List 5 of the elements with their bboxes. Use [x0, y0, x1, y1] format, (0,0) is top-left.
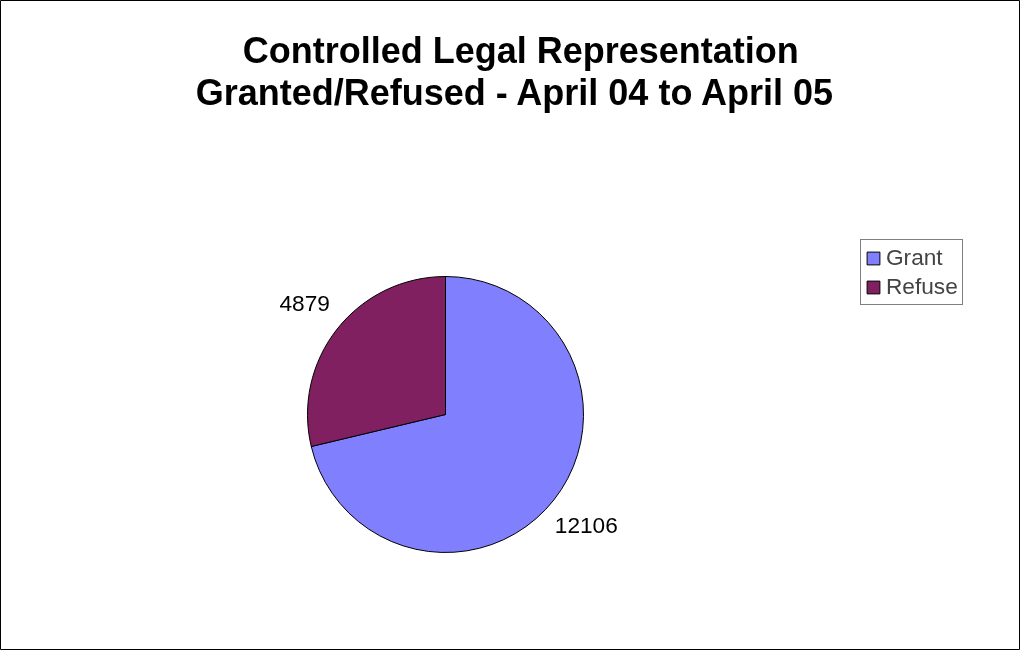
legend-label: Grant — [886, 244, 943, 271]
data-label: 12106 — [554, 512, 618, 539]
chart-title: Controlled Legal Representation Granted/Refused - April 04 to April 05 — [195, 30, 834, 113]
data-label: 4879 — [279, 289, 330, 316]
legend-label: Refuse — [886, 273, 958, 300]
